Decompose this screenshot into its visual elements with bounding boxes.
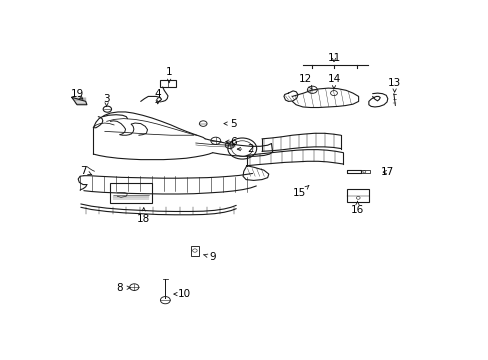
Text: 7: 7 [80,166,92,176]
Bar [110,184,152,203]
Text: 15: 15 [293,185,308,198]
Text: 4: 4 [154,90,161,104]
Bar [190,246,199,256]
Text: 18: 18 [137,208,150,224]
Text: 1: 1 [165,67,172,83]
Text: 12: 12 [298,74,311,89]
Text: 16: 16 [350,202,364,215]
Text: 3: 3 [103,94,110,107]
Text: 13: 13 [387,78,401,92]
Text: 9: 9 [203,252,216,262]
Text: 5: 5 [224,118,236,129]
Text: 11: 11 [326,53,340,63]
Bar [160,80,175,87]
Text: 6: 6 [225,136,236,147]
Bar [346,189,368,202]
Text: 19: 19 [70,90,83,99]
Text: 10: 10 [174,289,190,299]
Text: 2: 2 [237,144,253,154]
Text: 17: 17 [381,167,394,177]
Text: 14: 14 [326,74,340,89]
Text: 8: 8 [116,283,130,293]
